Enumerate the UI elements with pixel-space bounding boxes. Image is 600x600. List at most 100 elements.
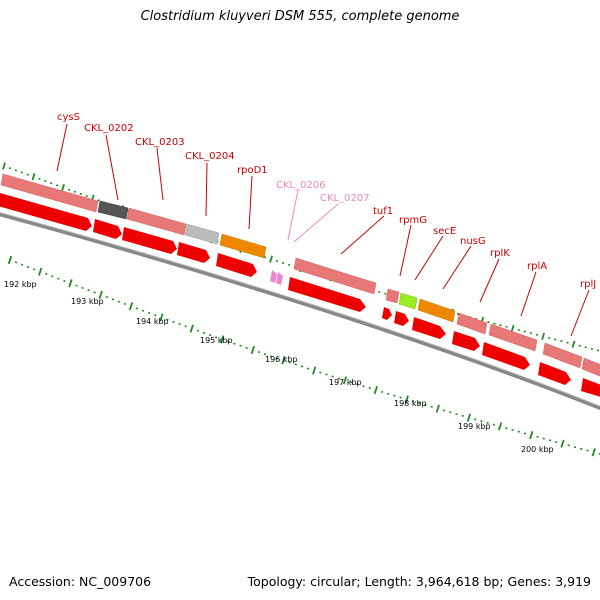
label-leaders bbox=[56, 123, 590, 337]
scale-label: 195 kbp bbox=[200, 336, 233, 345]
gene-label-cysS[interactable]: cysS bbox=[57, 112, 80, 123]
scale-label: 199 kbp bbox=[458, 422, 491, 431]
major-tick bbox=[510, 324, 515, 333]
gene-rpmG[interactable] bbox=[385, 288, 400, 304]
gene-label-CKL-0202[interactable]: CKL_0202 bbox=[84, 123, 134, 134]
pseudo-arrow[interactable] bbox=[276, 272, 283, 285]
major-tick bbox=[269, 255, 273, 263]
cds-arrow[interactable] bbox=[382, 307, 392, 320]
scale-label: 196 kbp bbox=[265, 355, 298, 364]
scale-label: 197 kbp bbox=[329, 378, 362, 387]
leader-line bbox=[340, 215, 385, 255]
gene-rplJ-a[interactable] bbox=[542, 342, 583, 369]
cds-arrow[interactable] bbox=[412, 317, 446, 339]
major-tick bbox=[498, 422, 503, 431]
major-tick bbox=[404, 395, 409, 404]
major-tick bbox=[250, 345, 255, 355]
pseudo-arrow[interactable] bbox=[270, 270, 277, 283]
major-tick bbox=[466, 413, 472, 422]
major-tick bbox=[38, 267, 43, 276]
major-tick bbox=[342, 376, 348, 385]
gene-label-rpoD1[interactable]: rpoD1 bbox=[237, 165, 268, 176]
cds-arrow[interactable] bbox=[216, 253, 257, 277]
genome-backbone-highlight bbox=[0, 211, 600, 407]
cds-arrow[interactable] bbox=[288, 277, 366, 312]
genome-summary-text: Topology: circular; Length: 3,964,618 bp… bbox=[247, 574, 591, 589]
major-tick bbox=[2, 162, 6, 170]
gene-CKL-0202[interactable] bbox=[97, 200, 129, 220]
gene-labels: cysS CKL_0202 CKL_0203 CKL_0204 rpoD1 CK… bbox=[57, 112, 596, 290]
gene-cysS[interactable] bbox=[0, 173, 99, 213]
gene-rpoD1[interactable] bbox=[219, 233, 267, 259]
leader-line bbox=[156, 147, 164, 201]
cds-arrow[interactable] bbox=[538, 362, 571, 385]
cds-arrow[interactable] bbox=[581, 378, 600, 398]
gene-tuf1[interactable] bbox=[293, 257, 377, 295]
gene-label-rplJ[interactable]: rplJ bbox=[580, 279, 596, 290]
gene-label-secE[interactable]: secE bbox=[433, 226, 456, 237]
cds-arrow[interactable] bbox=[482, 342, 530, 370]
leader-line bbox=[479, 258, 500, 303]
major-tick bbox=[281, 356, 286, 365]
gene-label-CKL-0207[interactable]: CKL_0207 bbox=[320, 193, 370, 204]
cds-arrow[interactable] bbox=[394, 311, 409, 326]
major-tick bbox=[189, 324, 194, 333]
accession-text: Accession: NC_009706 bbox=[9, 574, 152, 589]
major-tick bbox=[435, 404, 440, 413]
genome-backbone bbox=[0, 212, 600, 411]
major-tick bbox=[61, 183, 65, 192]
cds-arrow[interactable] bbox=[177, 242, 210, 263]
gene-label-nusG[interactable]: nusG bbox=[460, 236, 486, 247]
major-tick bbox=[159, 313, 164, 322]
cds-arrow[interactable] bbox=[452, 331, 480, 351]
leader-line bbox=[414, 235, 444, 281]
leader-line bbox=[399, 224, 412, 277]
major-tick bbox=[541, 332, 545, 340]
leader-line bbox=[442, 245, 472, 290]
gene-CKL-0204[interactable] bbox=[184, 223, 220, 245]
major-tick bbox=[7, 255, 13, 265]
gene-label-CKL-0206[interactable]: CKL_0206 bbox=[276, 180, 326, 191]
major-tick bbox=[571, 340, 576, 348]
major-tick bbox=[560, 439, 565, 448]
scale-label: 198 kbp bbox=[394, 399, 427, 408]
scale-labels: 192 kbp 193 kbp 194 kbp 195 kbp 196 kbp … bbox=[4, 280, 554, 454]
gene-label-rplK[interactable]: rplK bbox=[490, 248, 510, 259]
leader-line bbox=[56, 123, 68, 172]
leader-line bbox=[105, 134, 119, 201]
gene-label-rplA[interactable]: rplA bbox=[527, 261, 547, 272]
upper-tick-track bbox=[2, 162, 600, 352]
leader-line bbox=[570, 289, 590, 337]
major-tick bbox=[591, 448, 596, 457]
leader-line bbox=[520, 271, 537, 317]
gene-nusG[interactable] bbox=[417, 298, 456, 323]
gene-rplK[interactable] bbox=[456, 312, 488, 335]
gene-CKL-0203[interactable] bbox=[126, 207, 187, 236]
gene-label-rpmG[interactable]: rpmG bbox=[399, 215, 427, 226]
gene-rplJ-b[interactable] bbox=[581, 357, 600, 377]
leader-line bbox=[293, 203, 339, 243]
gene-secE[interactable] bbox=[398, 292, 418, 310]
major-tick bbox=[312, 366, 317, 375]
cds-track bbox=[0, 193, 600, 398]
major-tick bbox=[98, 290, 103, 299]
gene-label-CKL-0204[interactable]: CKL_0204 bbox=[185, 151, 235, 162]
scale-label: 194 kbp bbox=[136, 317, 169, 326]
gene-label-CKL-0203[interactable]: CKL_0203 bbox=[135, 137, 185, 148]
map-title: Clostridium kluyveri DSM 555, complete g… bbox=[140, 9, 460, 24]
leader-line bbox=[248, 175, 253, 230]
major-tick bbox=[373, 385, 378, 395]
major-tick bbox=[220, 335, 225, 344]
scale-label: 193 kbp bbox=[71, 297, 104, 306]
major-tick bbox=[128, 302, 134, 311]
scale-label: 200 kbp bbox=[521, 445, 554, 454]
leader-line bbox=[205, 162, 208, 217]
cds-arrow[interactable] bbox=[0, 193, 92, 231]
gene-label-tuf1[interactable]: tuf1 bbox=[373, 206, 393, 217]
gene-rplA[interactable] bbox=[488, 323, 538, 352]
gene-track bbox=[0, 173, 600, 377]
major-tick bbox=[68, 279, 73, 288]
cds-arrow[interactable] bbox=[93, 219, 122, 239]
cds-arrow[interactable] bbox=[122, 227, 177, 254]
